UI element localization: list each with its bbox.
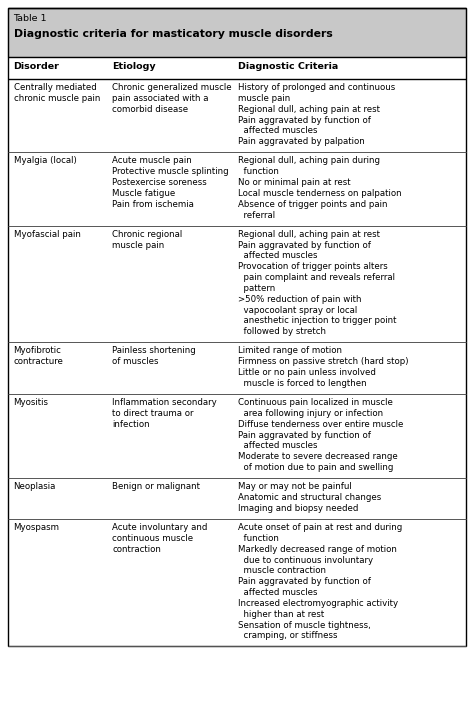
Text: anesthetic injection to trigger point: anesthetic injection to trigger point	[238, 316, 396, 326]
Text: infection: infection	[112, 420, 150, 429]
Text: Chronic generalized muscle: Chronic generalized muscle	[112, 83, 232, 92]
Text: higher than at rest: higher than at rest	[238, 610, 324, 619]
Text: muscle contraction: muscle contraction	[238, 566, 326, 575]
Text: Pain aggravated by function of: Pain aggravated by function of	[238, 241, 371, 250]
Text: contracture: contracture	[14, 357, 64, 366]
Bar	[8, 394, 466, 478]
Bar	[8, 342, 466, 394]
Text: pain complaint and reveals referral: pain complaint and reveals referral	[238, 273, 395, 282]
Bar	[8, 8, 466, 56]
Text: Myofascial pain: Myofascial pain	[14, 230, 81, 238]
Text: chronic muscle pain: chronic muscle pain	[14, 94, 100, 103]
Bar	[8, 8, 466, 646]
Text: function: function	[238, 167, 279, 176]
Text: Centrally mediated: Centrally mediated	[14, 83, 96, 92]
Text: Etiology: Etiology	[112, 61, 155, 71]
Text: Continuous pain localized in muscle: Continuous pain localized in muscle	[238, 398, 393, 407]
Text: Pain aggravated by function of: Pain aggravated by function of	[238, 431, 371, 440]
Text: cramping, or stiffness: cramping, or stiffness	[238, 631, 337, 640]
Text: Diagnostic criteria for masticatory muscle disorders: Diagnostic criteria for masticatory musc…	[14, 29, 332, 39]
Text: Postexercise soreness: Postexercise soreness	[112, 178, 207, 187]
Bar	[8, 226, 466, 342]
Text: Disorder: Disorder	[14, 61, 59, 71]
Text: Acute involuntary and: Acute involuntary and	[112, 523, 208, 532]
Text: Myospasm: Myospasm	[14, 523, 60, 532]
Text: muscle pain: muscle pain	[112, 241, 164, 250]
Text: Pain aggravated by palpation: Pain aggravated by palpation	[238, 137, 365, 146]
Text: Pain aggravated by function of: Pain aggravated by function of	[238, 116, 371, 125]
Text: followed by stretch: followed by stretch	[238, 327, 326, 336]
Text: area following injury or infection: area following injury or infection	[238, 409, 383, 418]
Text: History of prolonged and continuous: History of prolonged and continuous	[238, 83, 395, 92]
Text: No or minimal pain at rest: No or minimal pain at rest	[238, 178, 351, 187]
Text: Regional dull, aching pain during: Regional dull, aching pain during	[238, 156, 380, 166]
Text: affected muscles: affected muscles	[238, 126, 318, 136]
Text: Imaging and biopsy needed: Imaging and biopsy needed	[238, 504, 358, 513]
Bar	[8, 79, 466, 152]
Text: of muscles: of muscles	[112, 357, 158, 366]
Text: Diffuse tenderness over entire muscle: Diffuse tenderness over entire muscle	[238, 420, 403, 429]
Text: Benign or malignant: Benign or malignant	[112, 482, 200, 491]
Text: Firmness on passive stretch (hard stop): Firmness on passive stretch (hard stop)	[238, 357, 409, 366]
Text: Markedly decreased range of motion: Markedly decreased range of motion	[238, 545, 397, 554]
Text: Little or no pain unless involved: Little or no pain unless involved	[238, 368, 376, 377]
Text: Table 1: Table 1	[14, 14, 47, 23]
Text: function: function	[238, 534, 279, 543]
Text: pattern: pattern	[238, 284, 275, 293]
Text: Myofibrotic: Myofibrotic	[14, 346, 62, 356]
Text: Protective muscle splinting: Protective muscle splinting	[112, 167, 228, 176]
Text: Regional dull, aching pain at rest: Regional dull, aching pain at rest	[238, 230, 380, 238]
Text: Sensation of muscle tightness,: Sensation of muscle tightness,	[238, 620, 371, 630]
Bar	[8, 478, 466, 519]
Text: Acute muscle pain: Acute muscle pain	[112, 156, 192, 166]
Text: vapocoolant spray or local: vapocoolant spray or local	[238, 306, 357, 315]
Text: muscle is forced to lengthen: muscle is forced to lengthen	[238, 379, 366, 388]
Text: Diagnostic Criteria: Diagnostic Criteria	[238, 61, 338, 71]
Text: to direct trauma or: to direct trauma or	[112, 409, 193, 418]
Text: Provocation of trigger points alters: Provocation of trigger points alters	[238, 262, 388, 271]
Text: affected muscles: affected muscles	[238, 251, 318, 261]
Text: Inflammation secondary: Inflammation secondary	[112, 398, 217, 407]
Text: Pain aggravated by function of: Pain aggravated by function of	[238, 578, 371, 586]
Bar	[8, 519, 466, 646]
Text: Absence of trigger points and pain: Absence of trigger points and pain	[238, 200, 387, 208]
Text: Neoplasia: Neoplasia	[14, 482, 56, 491]
Bar	[8, 56, 466, 79]
Text: May or may not be painful: May or may not be painful	[238, 482, 352, 491]
Text: Regional dull, aching pain at rest: Regional dull, aching pain at rest	[238, 105, 380, 114]
Text: Muscle fatigue: Muscle fatigue	[112, 189, 175, 198]
Text: Chronic regional: Chronic regional	[112, 230, 182, 238]
Text: Limited range of motion: Limited range of motion	[238, 346, 342, 356]
Text: referral: referral	[238, 211, 275, 220]
Bar	[8, 152, 466, 226]
Text: Painless shortening: Painless shortening	[112, 346, 196, 356]
Text: pain associated with a: pain associated with a	[112, 94, 209, 103]
Text: muscle pain: muscle pain	[238, 94, 290, 103]
Text: >50% reduction of pain with: >50% reduction of pain with	[238, 295, 362, 303]
Text: affected muscles: affected muscles	[238, 441, 318, 451]
Text: Myositis: Myositis	[14, 398, 48, 407]
Text: Anatomic and structural changes: Anatomic and structural changes	[238, 493, 381, 502]
Text: Pain from ischemia: Pain from ischemia	[112, 200, 194, 208]
Text: due to continuous involuntary: due to continuous involuntary	[238, 555, 373, 565]
Text: Local muscle tenderness on palpation: Local muscle tenderness on palpation	[238, 189, 401, 198]
Text: Acute onset of pain at rest and during: Acute onset of pain at rest and during	[238, 523, 402, 532]
Text: comorbid disease: comorbid disease	[112, 105, 188, 114]
Text: contraction: contraction	[112, 545, 161, 554]
Text: Myalgia (local): Myalgia (local)	[14, 156, 76, 166]
Text: affected muscles: affected muscles	[238, 588, 318, 597]
Text: Increased electromyographic activity: Increased electromyographic activity	[238, 599, 398, 608]
Text: continuous muscle: continuous muscle	[112, 534, 193, 543]
Text: Moderate to severe decreased range: Moderate to severe decreased range	[238, 452, 398, 461]
Text: of motion due to pain and swelling: of motion due to pain and swelling	[238, 463, 393, 472]
